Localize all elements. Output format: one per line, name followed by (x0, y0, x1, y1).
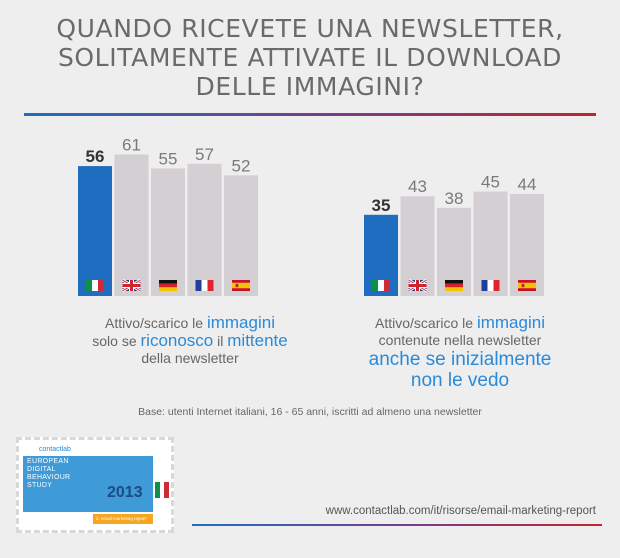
left-value-label: 55 (159, 149, 178, 168)
report-cover-band (23, 456, 153, 512)
left-bar-spain (224, 175, 258, 296)
caption-right-highlight-3: non le vedo (410, 370, 510, 391)
france-flag-icon (195, 280, 214, 291)
title-line-1: QUANDO RICEVETE UNA NEWSLETTER, (56, 14, 564, 43)
caption-left-text-1: Attivo/scarico le (105, 315, 207, 331)
right-value-label: 43 (408, 177, 427, 196)
report-cover-line-2: DIGITAL (27, 466, 56, 473)
base-note: Base: utenti Internet italiani, 16 - 65 … (138, 406, 482, 418)
caption-left-highlight-1: immagini (206, 313, 275, 332)
caption-right-text-1: Attivo/scarico le (375, 315, 477, 331)
report-cover: contactlab EUROPEAN DIGITAL BEHAVIOUR ST… (23, 444, 170, 526)
report-cover-title: EUROPEAN DIGITAL BEHAVIOUR STUDY (27, 458, 70, 490)
right-value-label: 38 (445, 189, 464, 208)
italy-flag-icon (155, 482, 170, 498)
left-bar-united-kingdom (114, 154, 149, 296)
report-strip: 2. email marketing report (93, 514, 153, 524)
germany-flag-icon (159, 280, 177, 291)
right-value-label: 44 (518, 175, 537, 194)
caption-right: Attivo/scarico le immagini contenute nel… (330, 314, 590, 391)
france-flag-icon (481, 280, 500, 291)
right-bar-spain (510, 193, 544, 296)
title-line-2: SOLITAMENTE ATTIVATE IL DOWNLOAD (57, 43, 563, 72)
bar-chart-left-svg: 56 61 55 57 52 (78, 135, 258, 296)
italy-flag-icon (86, 280, 104, 291)
spain-flag-icon (518, 280, 536, 291)
germany-flag-icon (445, 280, 463, 291)
left-value-label: 57 (195, 145, 214, 164)
caption-right-highlight-2: anche se inizialmente (368, 349, 552, 370)
caption-left-text-4: della newsletter (141, 350, 239, 366)
left-value-label: 56 (86, 147, 105, 166)
report-cover-line-1: EUROPEAN (27, 458, 69, 465)
bar-chart-right-svg: 35 43 38 45 44 (364, 173, 544, 296)
caption-right-text-2: contenute nella newsletter (378, 332, 542, 348)
italy-flag-icon (372, 280, 390, 291)
report-thumbnail[interactable]: contactlab EUROPEAN DIGITAL BEHAVIOUR ST… (16, 437, 174, 533)
left-value-label: 52 (232, 156, 251, 175)
infographic-title: QUANDO RICEVETE UNA NEWSLETTER, SOLITAME… (0, 14, 620, 101)
spain-flag-icon (232, 280, 250, 291)
report-year: 2013 (107, 484, 143, 501)
caption-left-text-3: il (213, 333, 228, 349)
title-line-3: DELLE IMMAGINI? (195, 72, 425, 101)
left-bar-france (187, 163, 222, 296)
uk-flag-icon (121, 278, 142, 293)
left-value-label: 61 (122, 135, 141, 154)
right-value-label: 45 (481, 173, 500, 192)
caption-right-highlight-1: immagini (476, 313, 545, 332)
right-value-label: 35 (372, 196, 391, 215)
footer-url[interactable]: www.contactlab.com/it/risorse/email-mark… (325, 505, 596, 517)
contactlab-logo: contactlab (39, 446, 71, 453)
title-divider (24, 113, 596, 116)
caption-left-text-2: solo se (92, 333, 141, 349)
uk-flag-icon (407, 278, 428, 293)
caption-left-highlight-3: mittente (227, 331, 288, 350)
caption-left: Attivo/scarico le immagini solo se ricon… (60, 314, 320, 367)
bar-chart-right: 35 43 38 45 44 (356, 126, 616, 306)
bar-chart-left: 56 61 55 57 52 (70, 126, 330, 306)
report-cover-line-3: BEHAVIOUR (27, 474, 71, 481)
footer-divider (192, 524, 602, 526)
left-bar-italy (78, 166, 112, 296)
right-bar-united-kingdom (400, 196, 435, 296)
left-bar-germany (151, 168, 185, 296)
report-cover-line-4: STUDY (27, 482, 53, 489)
right-bar-france (473, 191, 508, 296)
caption-left-highlight-2: riconosco (140, 331, 214, 350)
